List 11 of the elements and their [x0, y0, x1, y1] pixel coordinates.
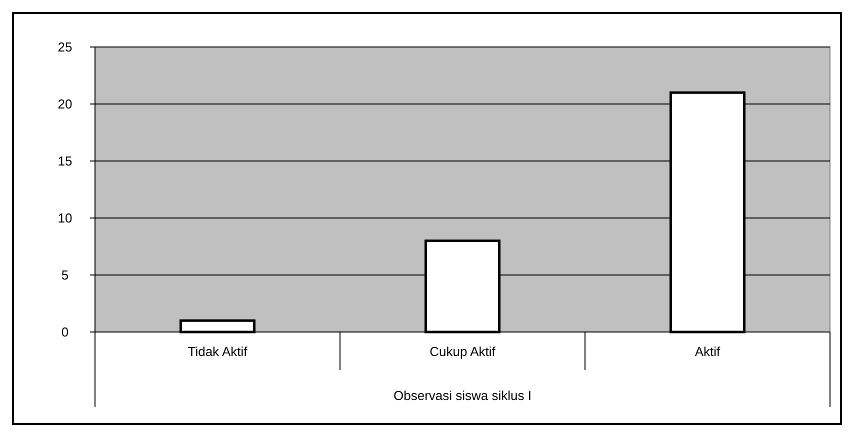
- y-tick-label: 25: [58, 40, 72, 55]
- x-tick-label: Aktif: [694, 344, 721, 359]
- y-tick-label: 10: [58, 210, 72, 226]
- x-tick-label: Cukup Aktif: [430, 344, 496, 359]
- y-tick-label: 15: [58, 154, 72, 169]
- y-tick-label: 5: [61, 268, 69, 283]
- x-axis-title: Observasi siswa siklus I: [394, 388, 532, 403]
- x-tick-label: Tidak Aktif: [188, 344, 248, 359]
- y-tick-label: 0: [61, 324, 69, 340]
- y-tick-label: 20: [58, 96, 72, 112]
- bar: [180, 319, 256, 334]
